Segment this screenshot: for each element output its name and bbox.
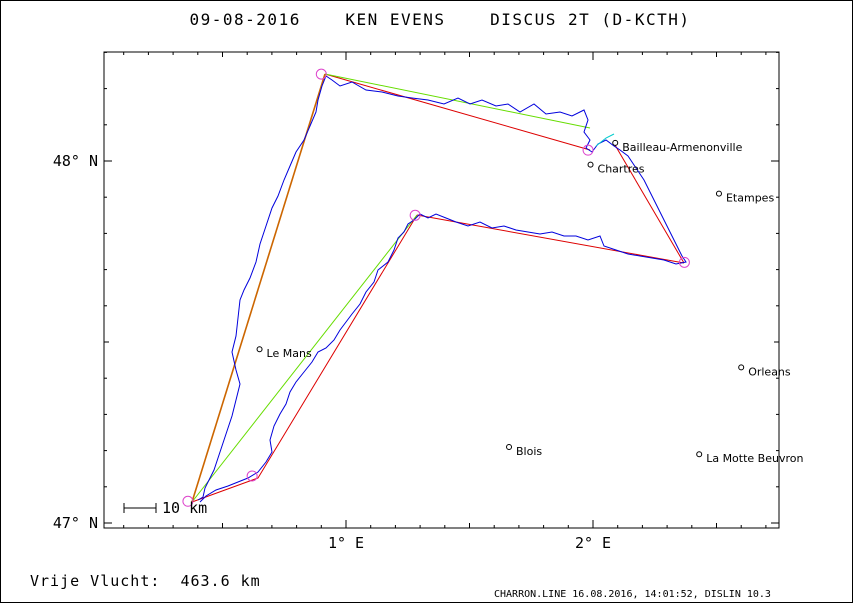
- task-leg-green-north: [324, 73, 591, 129]
- plot-frame: [103, 51, 780, 529]
- task-leg-orange: [191, 73, 326, 503]
- city-label: La Motte Beuvron: [706, 452, 803, 465]
- city-marker: [696, 451, 703, 458]
- scale-label: 10 km: [162, 499, 207, 517]
- task-leg-red-east: [614, 144, 685, 264]
- axis-ticks: [104, 51, 779, 528]
- turnpoint-marker: [182, 495, 194, 507]
- city-label: Blois: [516, 445, 542, 458]
- axis-tick-labels: 1° E 2° E 47° N 48° N: [53, 152, 611, 552]
- footer-info: CHARRON.LINE 16.08.2016, 14:01:52, DISLI…: [494, 589, 771, 600]
- task-leg-red-middle: [416, 214, 685, 264]
- x-tick-label: 2° E: [575, 534, 611, 552]
- turnpoint-marker: [246, 470, 258, 482]
- turnpoints: [182, 68, 690, 507]
- cities: Bailleau-Armenonville Chartres Etampes Le M…: [256, 139, 803, 465]
- track-segment-cyan: [595, 133, 615, 147]
- task-green-lines: [191, 73, 591, 503]
- city-marker: [587, 161, 594, 168]
- turnpoint-marker: [582, 144, 594, 156]
- city-marker: [612, 139, 619, 146]
- page-title: 09-08-2016 KEN EVENS DISCUS 2T (D-KCTH): [190, 10, 691, 29]
- turnpoint-marker: [315, 68, 327, 80]
- city-label: Bailleau-Armenonville: [622, 141, 742, 154]
- city-marker: [256, 346, 263, 353]
- city-marker: [506, 443, 513, 450]
- y-tick-label: 47° N: [53, 514, 98, 532]
- city-label: Etampes: [726, 192, 774, 205]
- task-leg-red-north: [324, 73, 591, 151]
- turnpoint-marker: [409, 209, 421, 221]
- task-leg-red-south: [191, 214, 418, 503]
- distance-label: Vrije Vlucht: 463.6 km: [30, 572, 261, 590]
- y-tick-label: 48° N: [53, 152, 98, 170]
- turnpoint-marker: [678, 256, 690, 268]
- city-label: Le Mans: [267, 347, 312, 360]
- x-tick-label: 1° E: [328, 534, 364, 552]
- city-marker: [715, 190, 722, 197]
- city-label: Orleans: [748, 365, 791, 378]
- city-marker: [738, 364, 745, 371]
- city-label: Chartres: [598, 163, 645, 176]
- flight-track: [197, 75, 687, 503]
- task-red-lines: [191, 73, 685, 503]
- task-leg-green-south: [191, 214, 418, 503]
- scale-bar: 10 km: [123, 499, 207, 517]
